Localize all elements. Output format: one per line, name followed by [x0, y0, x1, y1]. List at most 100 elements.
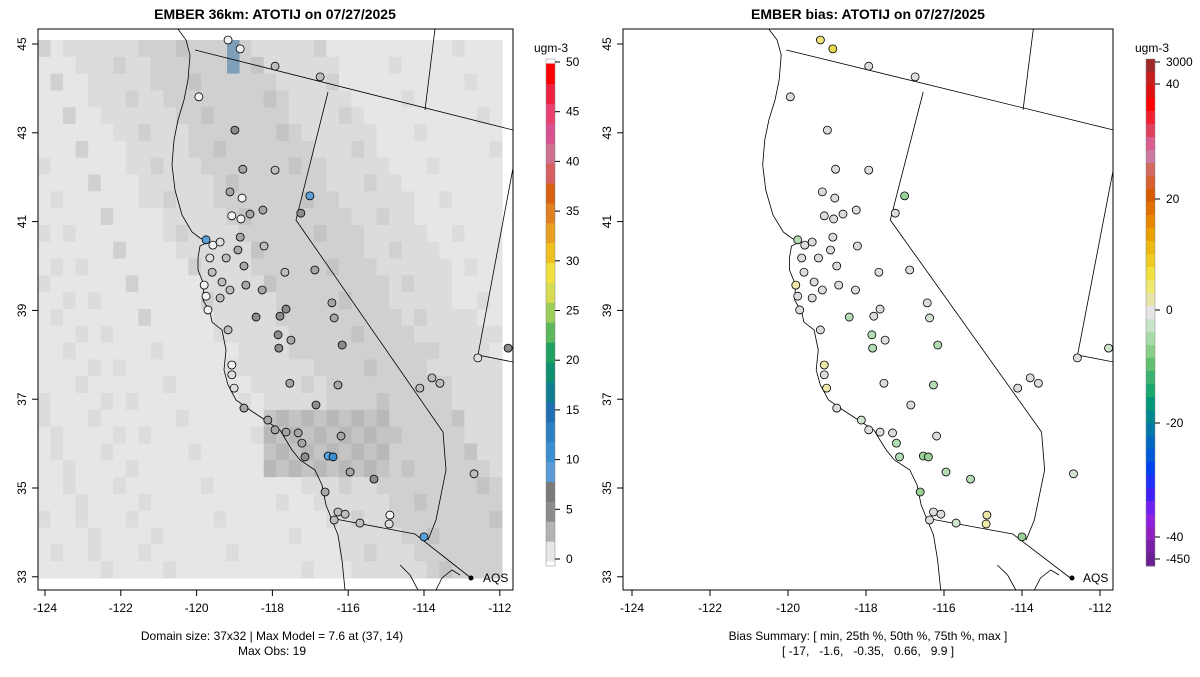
grid-cell — [414, 241, 428, 260]
grid-cell — [414, 493, 428, 512]
grid-cell — [414, 140, 428, 159]
colorbar-tick-label: 40 — [1166, 77, 1180, 91]
grid-cell — [188, 208, 202, 226]
grid-cell — [426, 140, 440, 159]
grid-cell — [150, 493, 164, 512]
grid-cell — [288, 409, 302, 428]
grid-cell — [113, 527, 127, 545]
y-tick-label: 45 — [600, 37, 614, 51]
grid-cell — [100, 124, 114, 142]
station-bias-marker — [838, 209, 848, 219]
grid-cell — [163, 208, 177, 226]
grid-cell — [150, 561, 164, 579]
grid-cell — [163, 393, 177, 411]
grid-cell — [63, 124, 77, 142]
grid-cell — [226, 527, 240, 545]
grid-cell — [50, 174, 64, 192]
grid-cell — [100, 56, 114, 75]
grid-cell — [226, 258, 240, 276]
grid-cell — [201, 393, 215, 411]
right-basemap — [762, 29, 1113, 590]
grid-cell — [188, 157, 202, 175]
grid-cell — [100, 477, 114, 495]
grid-cell — [476, 191, 490, 209]
grid-cell — [100, 174, 114, 192]
grid-cell — [313, 493, 327, 512]
grid-cell — [276, 224, 290, 243]
grid-cell — [489, 157, 503, 175]
station-bias-marker — [817, 285, 827, 295]
grid-cell — [364, 258, 378, 276]
grid-cell — [276, 527, 290, 545]
colorbar-swatch — [1146, 514, 1155, 528]
grid-cell — [125, 409, 139, 428]
grid-cell — [50, 40, 64, 58]
grid-cell — [364, 191, 378, 209]
grid-cell — [175, 342, 189, 360]
grid-cell — [50, 359, 64, 377]
grid-cell — [201, 544, 215, 562]
x-tick-label: -118 — [854, 601, 877, 615]
grid-cell — [276, 174, 290, 192]
station-marker — [270, 165, 280, 175]
grid-cell — [227, 40, 240, 74]
grid-cell — [489, 443, 503, 461]
station-marker — [384, 519, 394, 529]
grid-cell — [451, 460, 465, 478]
grid-cell — [351, 191, 365, 209]
grid-cell — [338, 258, 353, 276]
grid-cell — [188, 443, 202, 461]
grid-cell — [464, 56, 478, 75]
grid-cell — [288, 460, 302, 478]
grid-cell — [326, 258, 340, 276]
grid-cell — [75, 275, 89, 293]
station-marker — [208, 240, 218, 250]
grid-cell — [138, 90, 152, 108]
station-bias-marker — [864, 425, 874, 435]
grid-cell — [188, 376, 202, 394]
grid-cell — [226, 443, 240, 461]
grid-cell — [426, 510, 440, 529]
grid-cell — [288, 544, 302, 562]
grid-cell — [138, 325, 152, 344]
grid-cell — [376, 443, 390, 461]
grid-cell — [313, 510, 327, 529]
grid-cell — [251, 460, 265, 478]
station-marker — [215, 237, 225, 247]
grid-cell — [188, 460, 202, 478]
grid-cell — [38, 258, 52, 276]
grid-cell — [288, 493, 302, 512]
station-bias-marker — [851, 205, 861, 215]
grid-cell — [175, 561, 189, 579]
colorbar-swatch — [546, 282, 555, 303]
grid-cell — [276, 124, 290, 142]
grid-cell — [389, 56, 403, 75]
x-tick-label: -118 — [261, 601, 284, 615]
grid-cell — [489, 107, 503, 125]
grid-cell — [451, 73, 465, 91]
grid-cell — [326, 477, 340, 495]
y-tick-label: 41 — [15, 215, 29, 229]
station-marker — [201, 291, 211, 301]
grid-cell — [251, 40, 265, 58]
grid-cell — [175, 124, 189, 142]
colorbar-swatch — [1146, 280, 1155, 294]
grid-cell — [451, 510, 465, 529]
grid-cell — [125, 527, 139, 545]
grid-cell — [489, 241, 503, 260]
grid-cell — [476, 510, 490, 529]
grid-cell — [401, 561, 415, 579]
grid-cell — [313, 224, 327, 243]
grid-cell — [288, 90, 302, 108]
grid-cell — [213, 510, 227, 529]
grid-cell — [175, 241, 189, 260]
grid-cell — [63, 409, 77, 428]
grid-cell — [63, 510, 77, 529]
grid-cell — [489, 56, 503, 75]
grid-cell — [288, 477, 302, 495]
station-bias-marker — [800, 240, 810, 250]
grid-cell — [476, 527, 490, 545]
station-marker — [327, 298, 337, 308]
grid-cell — [326, 157, 340, 175]
grid-cell — [100, 443, 114, 461]
